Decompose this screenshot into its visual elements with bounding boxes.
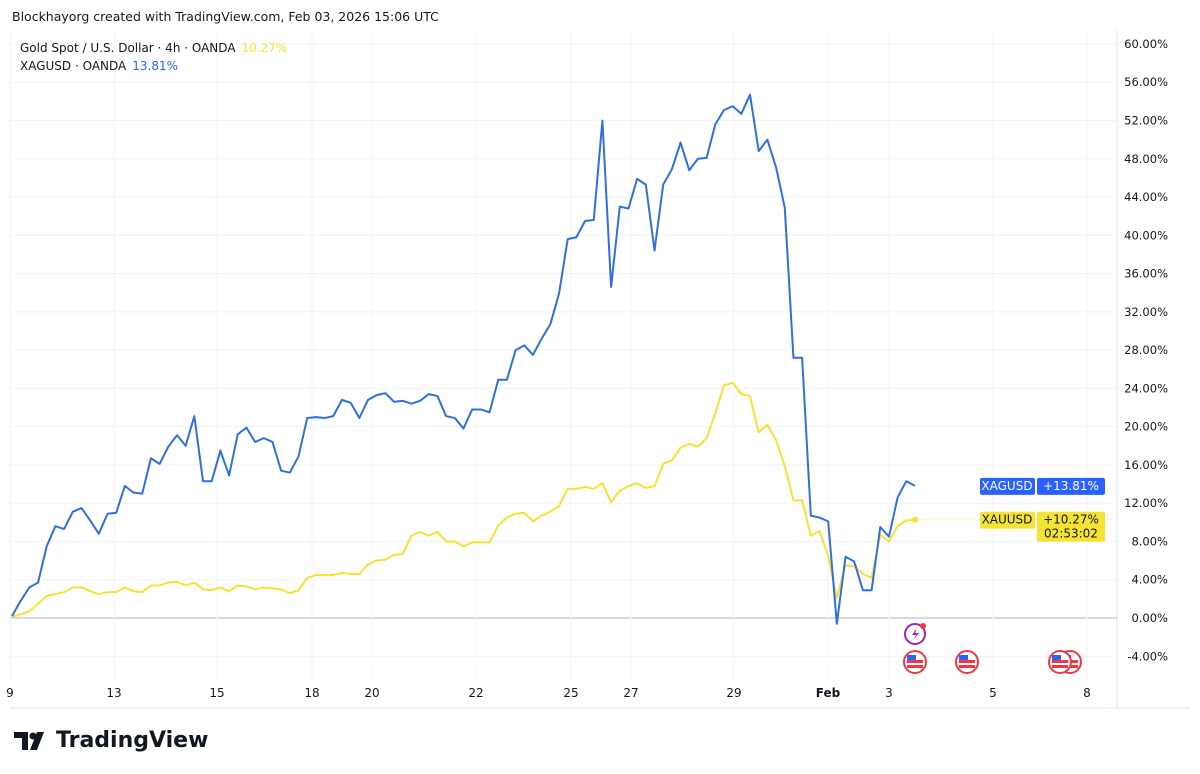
x-tick-label: 29 bbox=[726, 686, 741, 700]
x-tick-label: Feb bbox=[816, 686, 841, 700]
x-tick-label: 15 bbox=[209, 686, 224, 700]
y-tick-label: 12.00% bbox=[1124, 496, 1168, 510]
symbol-label-bg bbox=[980, 477, 1035, 495]
legend-gold-value: 10.27% bbox=[241, 41, 288, 55]
y-tick-label: 24.00% bbox=[1124, 381, 1168, 395]
symbol-label: XAUUSD bbox=[982, 513, 1033, 527]
last-point-marker bbox=[912, 516, 918, 523]
y-tick-label: 40.00% bbox=[1124, 228, 1168, 242]
y-tick-label: -4.00% bbox=[1127, 649, 1168, 663]
price-label: +13.81% bbox=[1043, 479, 1099, 493]
tradingview-logo-icon bbox=[14, 731, 44, 750]
y-tick-label: 44.00% bbox=[1124, 190, 1168, 204]
legend-gold[interactable]: Gold Spot / U.S. Dollar · 4h · OANDA 10.2… bbox=[20, 41, 288, 55]
us-flag-icon[interactable] bbox=[903, 650, 927, 674]
y-tick-label: 20.00% bbox=[1124, 420, 1168, 434]
y-tick-label: 52.00% bbox=[1124, 114, 1168, 128]
x-tick-label: 5 bbox=[989, 686, 997, 700]
tradingview-logo[interactable]: TradingView bbox=[14, 728, 208, 753]
legend-silver[interactable]: XAGUSD · OANDA 13.81% bbox=[20, 59, 179, 73]
y-tick-label: 0.00% bbox=[1131, 611, 1168, 625]
symbol-label-bg bbox=[980, 511, 1035, 529]
price-label: +10.27% bbox=[1043, 513, 1099, 527]
y-tick-label: 4.00% bbox=[1131, 573, 1168, 587]
legend-silver-value: 13.81% bbox=[132, 59, 179, 73]
x-tick-label: 8 bbox=[1083, 686, 1091, 700]
y-tick-label: 32.00% bbox=[1124, 305, 1168, 319]
y-tick-label: 16.00% bbox=[1124, 458, 1168, 472]
x-tick-label: 18 bbox=[304, 686, 319, 700]
x-tick-label: 20 bbox=[364, 686, 379, 700]
x-tick-label: 25 bbox=[563, 686, 578, 700]
x-tick-label: 3 bbox=[885, 686, 893, 700]
chart-attribution: Blockhayorg created with TradingView.com… bbox=[12, 9, 439, 24]
series-line-xagusd[interactable] bbox=[11, 93, 916, 625]
us-flag-icon[interactable] bbox=[1048, 650, 1072, 674]
symbol-label: XAGUSD bbox=[981, 479, 1032, 493]
x-tick-label: 13 bbox=[106, 686, 121, 700]
lightning-icon[interactable] bbox=[904, 623, 926, 645]
us-flag-icon[interactable] bbox=[955, 650, 979, 674]
y-tick-label: 28.00% bbox=[1124, 343, 1168, 357]
x-tick-label: 22 bbox=[468, 686, 483, 700]
x-tick-label: 9 bbox=[6, 686, 14, 700]
y-tick-label: 8.00% bbox=[1131, 534, 1168, 548]
y-tick-label: 60.00% bbox=[1124, 37, 1168, 51]
y-tick-label: 56.00% bbox=[1124, 75, 1168, 89]
x-tick-label: 27 bbox=[623, 686, 638, 700]
bar-countdown: 02:53:02 bbox=[1044, 527, 1098, 541]
price-label-bg bbox=[1037, 511, 1105, 542]
series-line-xauusd[interactable] bbox=[11, 381, 916, 618]
y-tick-label: 48.00% bbox=[1124, 152, 1168, 166]
y-tick-label: 36.00% bbox=[1124, 267, 1168, 281]
legend: Gold Spot / U.S. Dollar · 4h · OANDA 10.2… bbox=[20, 39, 287, 75]
price-label-bg bbox=[1037, 477, 1105, 495]
